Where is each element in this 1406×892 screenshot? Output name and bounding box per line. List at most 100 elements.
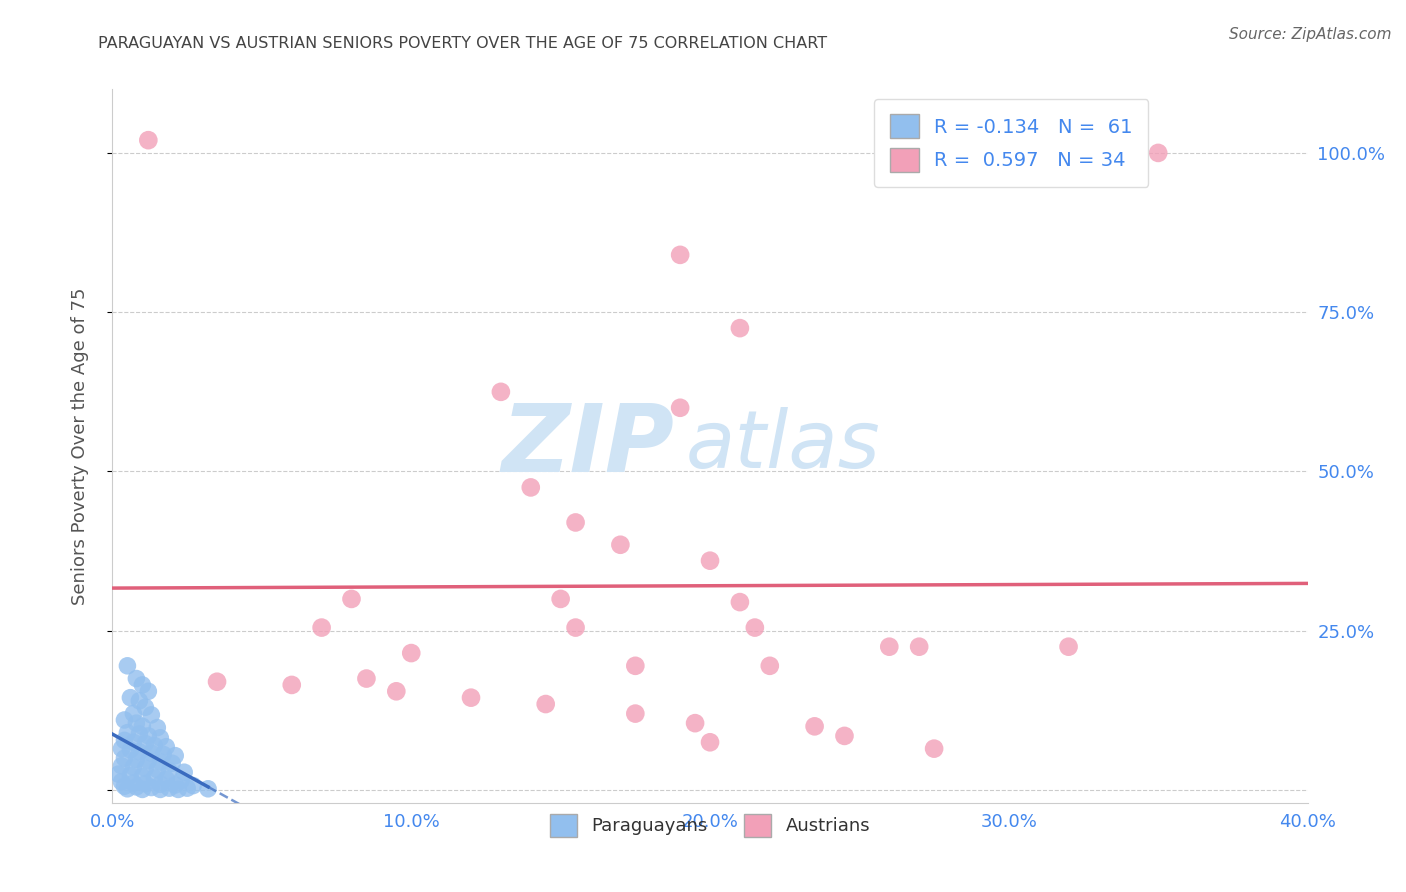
Point	[138, 729, 160, 743]
Point	[146, 763, 169, 777]
Point	[609, 538, 631, 552]
Point	[141, 780, 163, 795]
Point	[141, 707, 163, 722]
Point	[879, 640, 901, 654]
Point	[107, 767, 129, 781]
Text: ZIP: ZIP	[502, 400, 675, 492]
Point	[728, 595, 751, 609]
Point	[181, 779, 204, 793]
Point	[134, 761, 156, 775]
Point	[122, 706, 145, 721]
Point	[131, 770, 153, 784]
Point	[460, 690, 482, 705]
Point	[128, 727, 150, 741]
Point	[155, 739, 177, 754]
Point	[131, 782, 153, 797]
Point	[165, 778, 187, 792]
Point	[117, 658, 139, 673]
Point	[699, 735, 721, 749]
Point	[117, 781, 139, 796]
Point	[131, 678, 153, 692]
Point	[759, 658, 782, 673]
Text: PARAGUAYAN VS AUSTRIAN SENIORS POVERTY OVER THE AGE OF 75 CORRELATION CHART: PARAGUAYAN VS AUSTRIAN SENIORS POVERTY O…	[98, 36, 828, 51]
Point	[173, 765, 195, 780]
Point	[550, 591, 572, 606]
Point	[728, 321, 751, 335]
Point	[141, 746, 163, 760]
Point	[134, 737, 156, 751]
Point	[401, 646, 423, 660]
Point	[122, 760, 145, 774]
Point	[1057, 640, 1080, 654]
Point	[922, 741, 945, 756]
Y-axis label: Seniors Poverty Over the Age of 75: Seniors Poverty Over the Age of 75	[70, 287, 89, 605]
Point	[114, 733, 135, 747]
Point	[110, 759, 132, 773]
Point	[669, 248, 692, 262]
Point	[120, 768, 142, 782]
Point	[125, 672, 148, 686]
Point	[165, 748, 187, 763]
Point	[534, 697, 557, 711]
Point	[744, 621, 766, 635]
Point	[170, 773, 193, 788]
Point	[149, 782, 172, 797]
Point	[125, 716, 148, 731]
Point	[624, 658, 647, 673]
Point	[385, 684, 408, 698]
Point	[134, 700, 156, 714]
Point	[489, 384, 512, 399]
Point	[176, 781, 198, 796]
Point	[143, 739, 166, 753]
Point	[138, 684, 160, 698]
Legend: Paraguayans, Austrians: Paraguayans, Austrians	[543, 807, 877, 844]
Point	[134, 777, 156, 791]
Point	[834, 729, 856, 743]
Point	[683, 716, 706, 731]
Point	[699, 554, 721, 568]
Point	[1147, 145, 1170, 160]
Point	[356, 672, 378, 686]
Point	[564, 516, 586, 530]
Point	[205, 674, 228, 689]
Point	[157, 781, 180, 796]
Point	[110, 774, 132, 789]
Point	[128, 694, 150, 708]
Point	[311, 621, 333, 635]
Point	[564, 621, 586, 635]
Point	[138, 754, 160, 768]
Point	[131, 719, 153, 733]
Point	[197, 781, 219, 796]
Point	[149, 777, 172, 791]
Point	[128, 745, 150, 759]
Text: Source: ZipAtlas.com: Source: ZipAtlas.com	[1229, 27, 1392, 42]
Point	[340, 591, 363, 606]
Point	[157, 764, 180, 778]
Point	[110, 741, 132, 756]
Point	[114, 779, 135, 793]
Point	[146, 721, 169, 735]
Point	[114, 713, 135, 727]
Point	[162, 756, 183, 771]
Point	[149, 731, 172, 745]
Point	[120, 743, 142, 757]
Point	[669, 401, 692, 415]
Point	[117, 725, 139, 739]
Text: atlas: atlas	[686, 407, 882, 485]
Point	[803, 719, 825, 733]
Point	[138, 133, 160, 147]
Point	[143, 771, 166, 785]
Point	[149, 755, 172, 769]
Point	[122, 735, 145, 749]
Point	[167, 782, 190, 797]
Point	[125, 780, 148, 794]
Point	[908, 640, 931, 654]
Point	[155, 772, 177, 787]
Point	[122, 776, 145, 790]
Point	[520, 480, 543, 494]
Point	[152, 747, 174, 762]
Point	[281, 678, 304, 692]
Point	[120, 690, 142, 705]
Point	[624, 706, 647, 721]
Point	[114, 751, 135, 765]
